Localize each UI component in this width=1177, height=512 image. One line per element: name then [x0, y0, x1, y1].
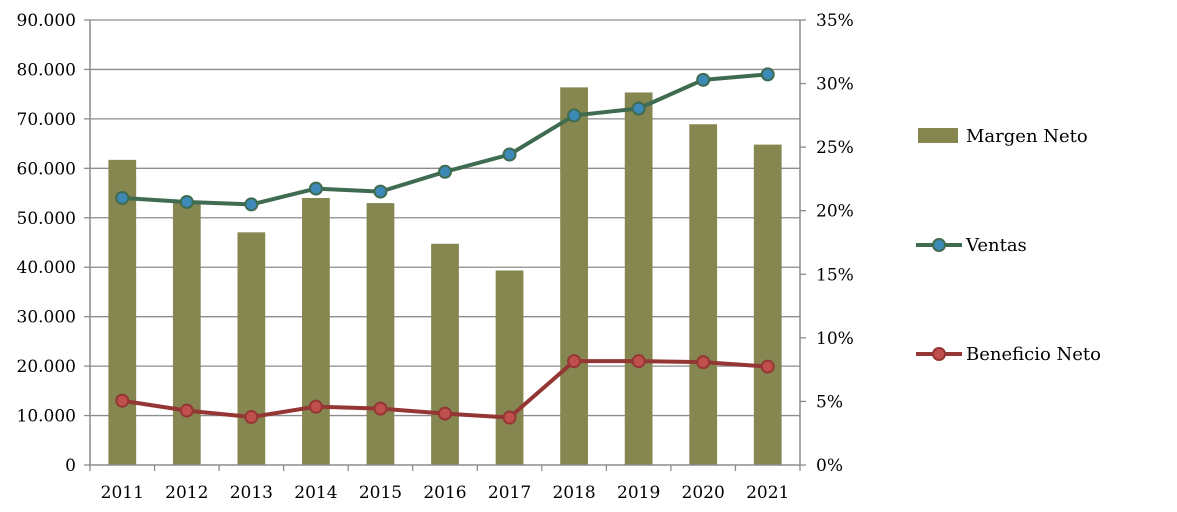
data-point [631, 101, 646, 116]
bar [108, 159, 137, 465]
legend-label: Margen Neto [966, 126, 1088, 147]
x-tick-label: 2018 [552, 483, 595, 503]
x-tick-label: 2012 [165, 483, 208, 503]
y-left-tick-label: 90.000 [17, 11, 76, 31]
legend-label: Ventas [965, 235, 1027, 256]
data-point [696, 72, 711, 87]
data-point [373, 184, 388, 199]
data-point [502, 147, 517, 162]
x-tick-label: 2019 [617, 483, 660, 503]
y-left-tick-label: 80.000 [17, 60, 76, 80]
data-point [373, 401, 388, 416]
bar [366, 203, 395, 466]
legend-label: Beneficio Neto [966, 344, 1101, 365]
bar [560, 87, 588, 465]
series-line [122, 72, 768, 207]
bar [495, 270, 524, 465]
y-right-tick-label: 10% [816, 329, 854, 349]
tick-labels: 0 10.000 20.000 30.000 40.000 50.000 60.000 70.… [17, 11, 854, 503]
data-point [760, 359, 775, 374]
data-point [179, 403, 194, 418]
y-left-tick-label: 10.000 [17, 407, 76, 427]
x-tick-label: 2017 [488, 483, 531, 503]
line-series [115, 67, 775, 425]
y-right-tick-label: 35% [816, 11, 854, 31]
data-point [696, 355, 711, 370]
data-point [115, 393, 130, 408]
data-point [244, 410, 259, 425]
x-tick-label: 2013 [230, 483, 273, 503]
y-right-tick-label: 0% [816, 456, 843, 476]
data-point [308, 399, 323, 414]
y-left-tick-label: 30.000 [17, 308, 76, 328]
data-point [502, 410, 517, 425]
legend-swatch [918, 128, 958, 143]
bar [689, 124, 718, 465]
data-point [438, 164, 452, 179]
x-tick-label: 2021 [746, 483, 789, 503]
legend: Margen Neto Ventas Beneficio Neto [916, 126, 1101, 365]
x-tick-label: 2015 [359, 483, 402, 503]
x-tick-label: 2011 [101, 483, 144, 503]
y-left-tick-label: 20.000 [17, 357, 76, 377]
y-left-tick-label: 50.000 [17, 209, 76, 229]
bar-series [108, 87, 782, 466]
y-left-tick-label: 70.000 [17, 110, 76, 130]
data-point [115, 191, 130, 205]
bar [302, 198, 330, 465]
bar [237, 232, 266, 465]
x-tick-label: 2020 [682, 483, 725, 503]
y-right-tick-label: 5% [816, 392, 843, 412]
data-point [438, 406, 452, 421]
y-right-tick-label: 25% [816, 138, 854, 158]
bar [753, 144, 782, 465]
data-point [567, 108, 582, 123]
axes [84, 19, 806, 471]
data-point [760, 67, 775, 82]
data-point [179, 194, 194, 209]
legend-marker [932, 347, 946, 361]
data-point [244, 197, 259, 212]
y-left-tick-label: 60.000 [17, 159, 76, 179]
legend-marker [932, 238, 946, 252]
y-right-tick-label: 30% [816, 75, 854, 95]
x-tick-label: 2014 [294, 483, 337, 503]
x-tick-label: 2016 [423, 483, 466, 503]
data-point [308, 181, 323, 196]
bar [624, 92, 653, 465]
bar [172, 200, 201, 466]
y-left-tick-label: 40.000 [17, 258, 76, 278]
bar [431, 243, 459, 465]
data-point [631, 354, 646, 369]
y-right-tick-label: 15% [816, 265, 854, 285]
y-left-tick-label: 0 [65, 456, 76, 476]
y-right-tick-label: 20% [816, 202, 854, 222]
data-point [567, 354, 582, 369]
